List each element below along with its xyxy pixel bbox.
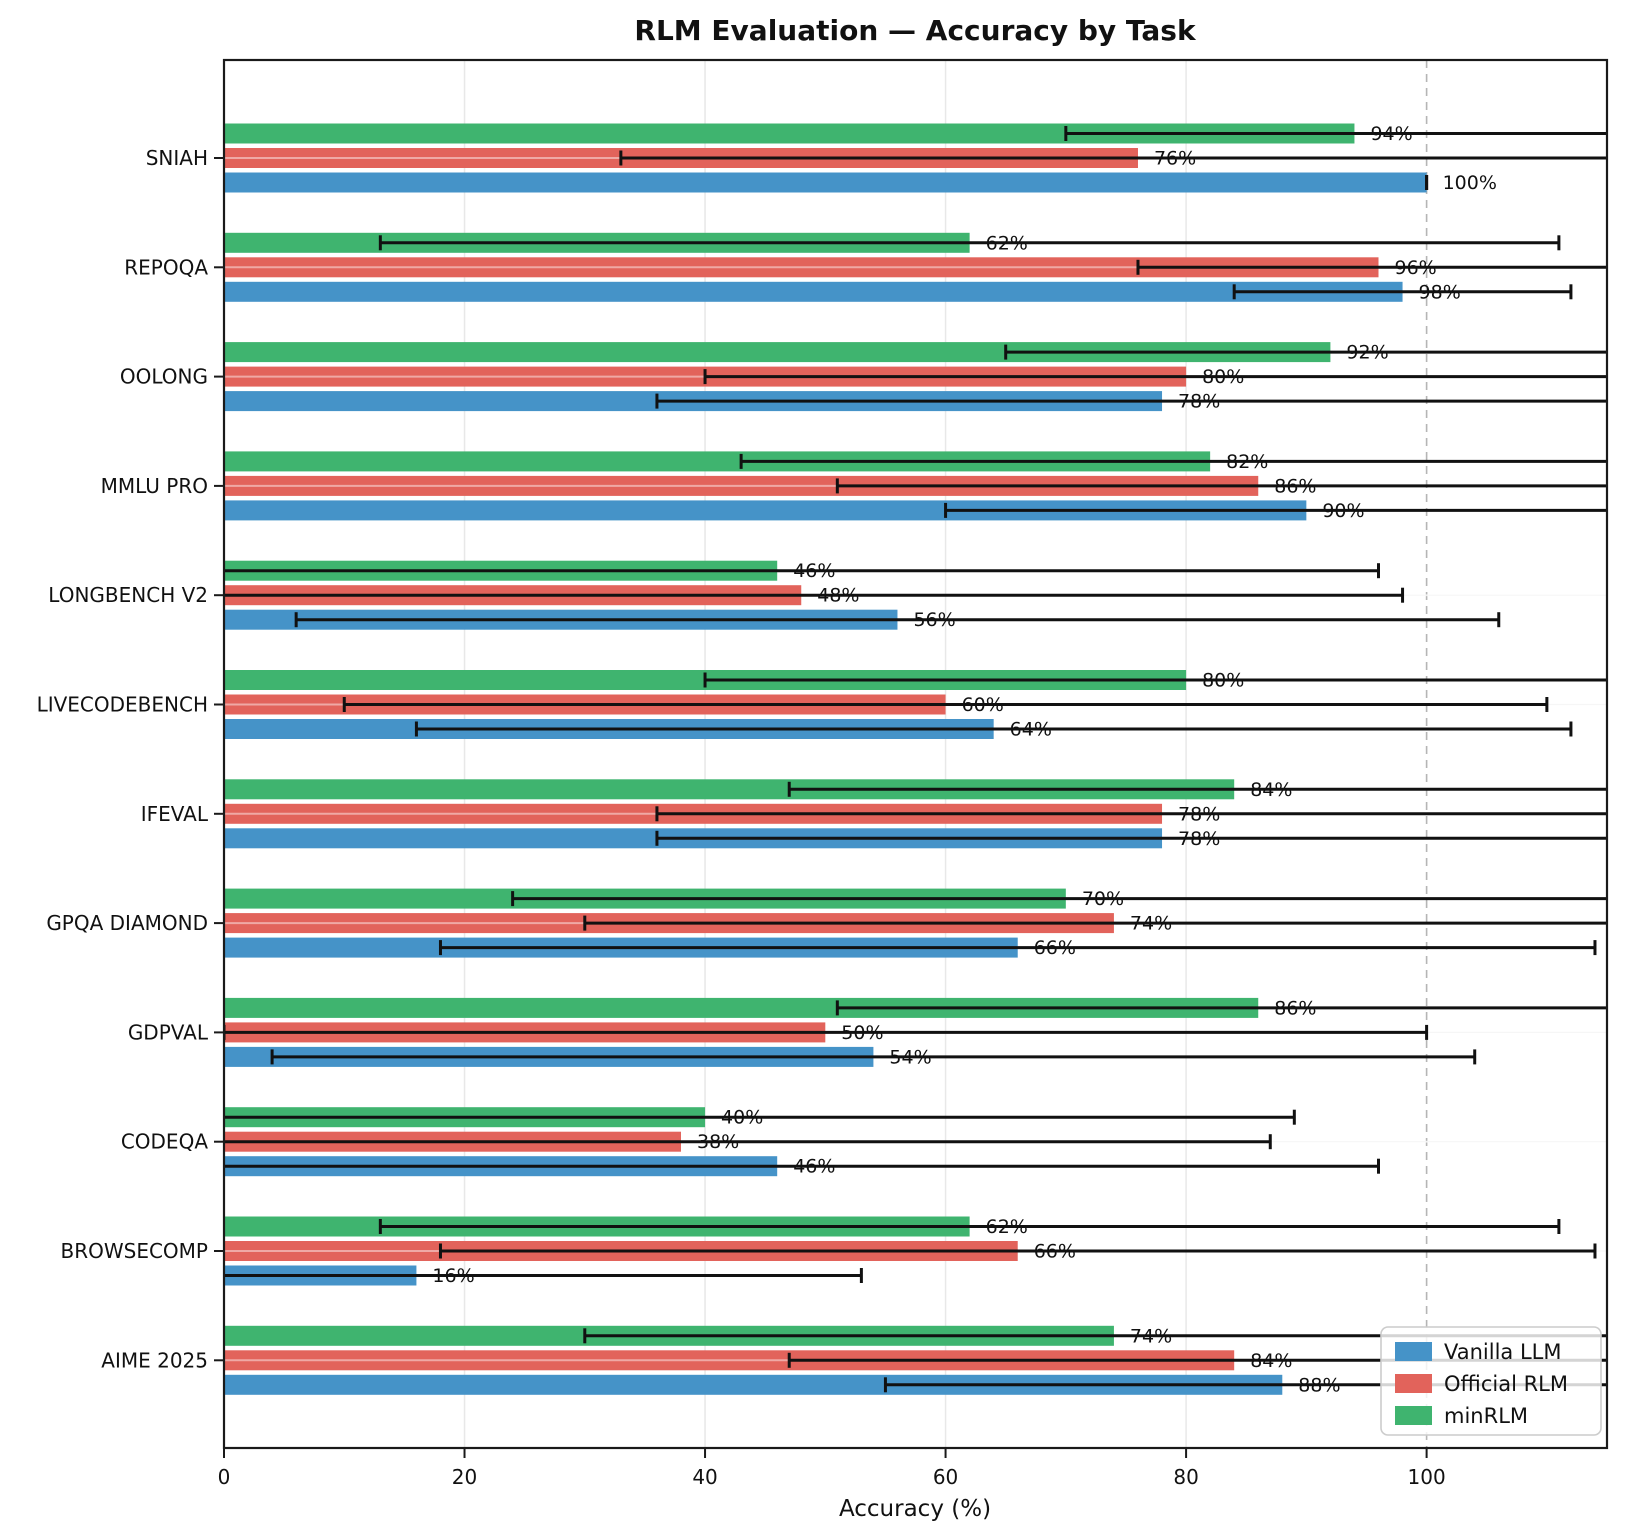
legend-label-minrlm: minRLM bbox=[1444, 1404, 1528, 1428]
bar-value-label: 84% bbox=[1250, 1350, 1292, 1372]
bar-value-label: 94% bbox=[1370, 123, 1412, 145]
x-tick-label: 60 bbox=[933, 1465, 958, 1489]
x-tick-label: 40 bbox=[692, 1465, 717, 1489]
bar-value-label: 96% bbox=[1395, 257, 1437, 279]
category-label: LONGBENCH V2 bbox=[48, 583, 208, 607]
bar-value-label: 74% bbox=[1130, 913, 1172, 935]
bar-value-label: 62% bbox=[986, 1216, 1028, 1238]
bar-minrlm bbox=[224, 451, 1211, 472]
bar-official-rlm bbox=[224, 257, 1379, 278]
category-label: SNIAH bbox=[146, 146, 208, 170]
bar-value-label: 48% bbox=[817, 585, 859, 607]
bar-value-label: 66% bbox=[1034, 1241, 1076, 1263]
bar-value-label: 40% bbox=[721, 1107, 763, 1129]
bar-value-label: 46% bbox=[793, 1156, 835, 1178]
bar-vanilla-llm bbox=[224, 172, 1427, 193]
category-label: AIME 2025 bbox=[101, 1348, 208, 1372]
bar-value-label: 46% bbox=[793, 560, 835, 582]
bar-value-label: 90% bbox=[1322, 500, 1364, 522]
value-labels-layer: 94% 76% 100% 62% 96%98% 92% 80% 78% 82% 86% 90% 46%… bbox=[432, 123, 1497, 1396]
bar-value-label: 62% bbox=[986, 232, 1028, 254]
bar-value-label: 78% bbox=[1178, 828, 1220, 850]
bar-minrlm bbox=[224, 123, 1355, 144]
bar-value-label: 64% bbox=[1010, 719, 1052, 741]
x-tick-label: 20 bbox=[452, 1465, 477, 1489]
bar-value-label: 54% bbox=[889, 1046, 931, 1068]
x-tick-label: 0 bbox=[218, 1465, 231, 1489]
bar-value-label: 86% bbox=[1274, 997, 1316, 1019]
legend-box bbox=[1380, 1326, 1602, 1436]
legend-label-vanilla-llm: Vanilla LLM bbox=[1444, 1340, 1561, 1364]
bar-value-label: 76% bbox=[1154, 148, 1196, 170]
bar-value-label: 86% bbox=[1274, 475, 1316, 497]
category-label: LIVECODEBENCH bbox=[37, 693, 208, 717]
errorbar-layer bbox=[224, 126, 1607, 1393]
bar-value-label: 60% bbox=[962, 694, 1004, 716]
category-label: GPQA DIAMOND bbox=[46, 911, 208, 935]
bar-official-rlm bbox=[224, 475, 1259, 496]
bar-vanilla-llm bbox=[224, 1374, 1283, 1395]
bar-official-rlm bbox=[224, 1350, 1235, 1371]
bar-value-label: 98% bbox=[1419, 281, 1461, 303]
legend-label-official-rlm: Official RLM bbox=[1444, 1372, 1568, 1396]
chart-title: RLM Evaluation — Accuracy by Task bbox=[634, 14, 1197, 47]
bar-value-label: 84% bbox=[1250, 779, 1292, 801]
bar-value-label: 56% bbox=[913, 609, 955, 631]
bar-value-label: 78% bbox=[1178, 803, 1220, 825]
bar-vanilla-llm bbox=[224, 281, 1403, 302]
bar-value-label: 92% bbox=[1346, 342, 1388, 364]
category-label: CODEQA bbox=[121, 1130, 208, 1154]
bar-value-label: 74% bbox=[1130, 1325, 1172, 1347]
category-label: GDPVAL bbox=[128, 1020, 209, 1044]
bars-layer bbox=[224, 123, 1427, 1395]
bar-minrlm bbox=[224, 997, 1259, 1018]
plot-border bbox=[222, 58, 1609, 1450]
x-axis-label: Accuracy (%) bbox=[839, 1496, 991, 1522]
bar-value-label: 88% bbox=[1298, 1374, 1340, 1396]
category-label: BROWSECOMP bbox=[61, 1239, 209, 1263]
bar-value-label: 80% bbox=[1202, 366, 1244, 388]
bar-value-label: 38% bbox=[697, 1131, 739, 1153]
legend-swatch-minrlm bbox=[1395, 1406, 1432, 1425]
category-label: OOLONG bbox=[120, 365, 208, 389]
bar-vanilla-llm bbox=[224, 500, 1307, 521]
category-label: MMLU PRO bbox=[101, 474, 208, 498]
legend: Vanilla LLM Official RLM minRLM bbox=[1380, 1326, 1602, 1436]
bar-value-label: 80% bbox=[1202, 670, 1244, 692]
bar-value-label: 16% bbox=[432, 1265, 474, 1287]
legend-swatch-vanilla-llm bbox=[1395, 1342, 1432, 1361]
bar-value-label: 50% bbox=[841, 1022, 883, 1044]
bar-value-label: 70% bbox=[1082, 888, 1124, 910]
axes-layer: 0 20 40 60 80 100 SNIAH REPOQA OOLONG MMLU PRO LON… bbox=[37, 58, 1609, 1489]
x-tick-label: 100 bbox=[1408, 1465, 1446, 1489]
category-label: IFEVAL bbox=[141, 802, 209, 826]
x-tick-label: 80 bbox=[1173, 1465, 1198, 1489]
bar-minrlm bbox=[224, 779, 1235, 800]
bar-value-label: 82% bbox=[1226, 451, 1268, 473]
bar-minrlm bbox=[224, 342, 1331, 363]
category-label: REPOQA bbox=[124, 255, 208, 279]
bar-value-label: 78% bbox=[1178, 391, 1220, 413]
bar-value-label: 100% bbox=[1443, 172, 1497, 194]
legend-swatch-official-rlm bbox=[1395, 1374, 1432, 1393]
bar-value-label: 66% bbox=[1034, 937, 1076, 959]
